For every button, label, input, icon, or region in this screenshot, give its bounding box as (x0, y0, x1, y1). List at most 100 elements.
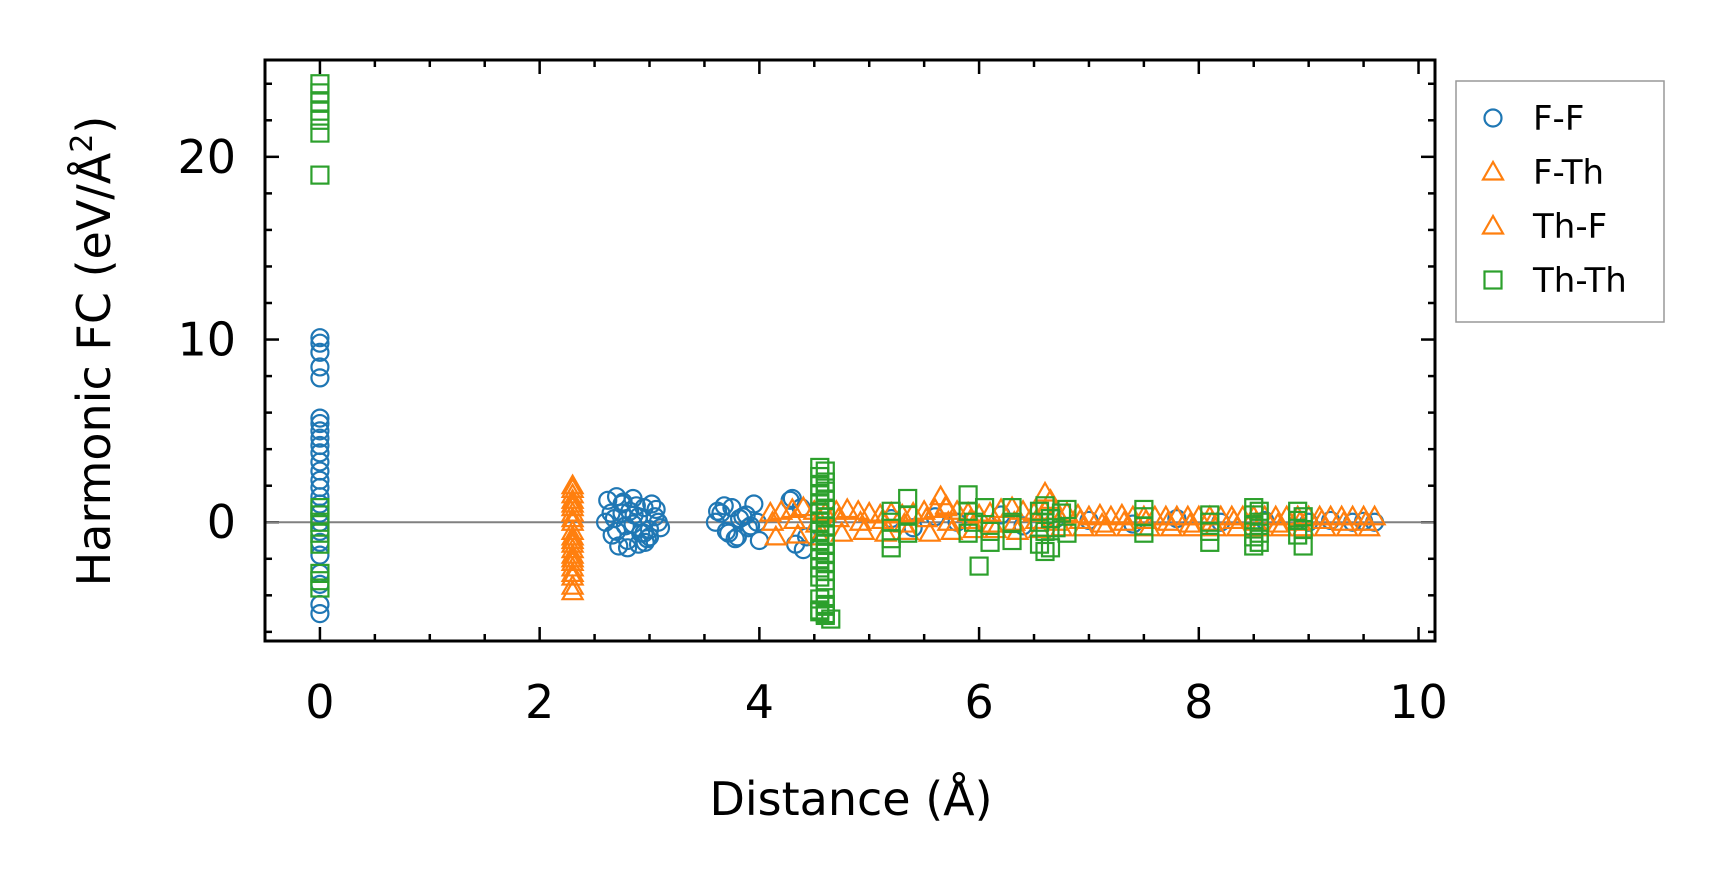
point-f-f (310, 408, 330, 428)
point-th-th (1249, 501, 1269, 521)
point-f-f (310, 333, 330, 353)
point-th-th (1244, 536, 1264, 556)
point-th-th (310, 123, 330, 143)
point-th-th (310, 110, 330, 130)
point-th-th (1035, 541, 1055, 562)
x-tick-label: 8 (1184, 675, 1213, 729)
point-f-f (310, 328, 330, 348)
point-f-th (763, 524, 788, 546)
point-th-f (1266, 511, 1290, 533)
point-th-f (760, 510, 785, 531)
point-f-th (1110, 502, 1134, 524)
point-f-f (598, 490, 618, 510)
point-f-th (917, 520, 942, 542)
point-th-f (1090, 511, 1115, 533)
point-th-th (1002, 512, 1022, 532)
y-axis-label-main: Harmonic FC (eV/Å (67, 152, 121, 586)
point-th-f (560, 542, 585, 564)
point-f-th (560, 579, 585, 601)
point-f-f (310, 413, 330, 434)
point-th-f (1112, 510, 1136, 531)
point-f-f (719, 523, 739, 543)
point-th-th (1040, 538, 1061, 558)
point-th-th (1002, 498, 1022, 518)
point-th-th (1002, 530, 1022, 551)
plot-frame (263, 58, 1437, 643)
y-tick-label: 10 (177, 313, 236, 367)
point-f-f (310, 603, 330, 624)
point-th-f (1134, 508, 1158, 530)
point-th-th (1293, 507, 1313, 527)
point-th-th (1057, 499, 1077, 520)
legend-markers (1481, 108, 1505, 290)
point-f-f (639, 519, 660, 540)
legend-marker-th-th (1483, 270, 1503, 290)
point-th-f (1178, 511, 1202, 533)
point-f-f (310, 421, 330, 441)
point-f-f (310, 368, 330, 388)
point-th-th (974, 498, 995, 518)
point-th-th (310, 534, 330, 554)
point-f-th (1011, 499, 1035, 520)
point-f-th (560, 573, 585, 595)
point-f-f (646, 499, 666, 520)
point-th-f (782, 508, 807, 530)
point-f-f (782, 488, 802, 509)
point-th-f (1353, 510, 1378, 531)
y-axis-label-superscript: 2 (65, 134, 100, 153)
point-f-th (785, 522, 810, 544)
point-th-f (848, 510, 873, 531)
point-f-f (310, 428, 330, 448)
point-th-th (898, 523, 918, 543)
point-f-th (945, 499, 970, 520)
point-th-th (1046, 518, 1066, 538)
legend-entry-thth: Th-Th (1532, 261, 1627, 301)
point-th-th (810, 602, 830, 622)
point-th-f (1331, 510, 1356, 531)
point-f-f (606, 487, 627, 507)
y-tick-label: 20 (177, 130, 236, 184)
point-th-f (1156, 510, 1180, 531)
point-th-th (821, 609, 841, 629)
point-th-th (1244, 505, 1264, 525)
x-tick-label: 2 (525, 675, 554, 729)
point-th-th (980, 521, 1000, 541)
point-f-f (612, 503, 632, 523)
legend-marker-f-f (1483, 108, 1503, 128)
data-points (310, 74, 1387, 629)
y-axis-label-close: ) (67, 116, 121, 134)
point-f-th (829, 520, 854, 542)
point-f-th (846, 499, 871, 520)
point-f-f (613, 492, 633, 512)
point-f-f (708, 501, 728, 521)
y-tick-label: 0 (207, 495, 236, 549)
point-th-th (958, 523, 978, 543)
point-f-f (310, 443, 330, 463)
x-tick-label: 0 (305, 675, 334, 729)
point-f-th (835, 497, 860, 519)
point-f-f (310, 342, 330, 362)
point-f-f (642, 494, 662, 514)
x-tick-label: 4 (745, 675, 774, 729)
point-th-th (310, 165, 330, 185)
legend-marker-f-th (1481, 159, 1505, 181)
point-f-th (560, 561, 585, 582)
point-th-f (914, 506, 939, 528)
point-th-f (1222, 508, 1246, 530)
point-th-th (815, 596, 835, 616)
point-f-f (310, 452, 330, 472)
point-th-th (1051, 503, 1072, 523)
point-th-th (980, 532, 1000, 552)
point-th-th (1200, 521, 1220, 541)
point-th-f (1068, 508, 1093, 530)
point-th-f (1309, 508, 1334, 530)
point-f-f (609, 536, 629, 556)
point-f-th (1362, 504, 1387, 526)
point-f-f (635, 532, 655, 552)
point-th-th (310, 578, 330, 598)
x-tick-label: 6 (964, 675, 993, 729)
point-th-th (1200, 532, 1220, 552)
point-th-th (1293, 536, 1313, 556)
y-axis-label: Harmonic FC (eV/Å2) (65, 116, 121, 587)
legend-box (1455, 80, 1665, 323)
